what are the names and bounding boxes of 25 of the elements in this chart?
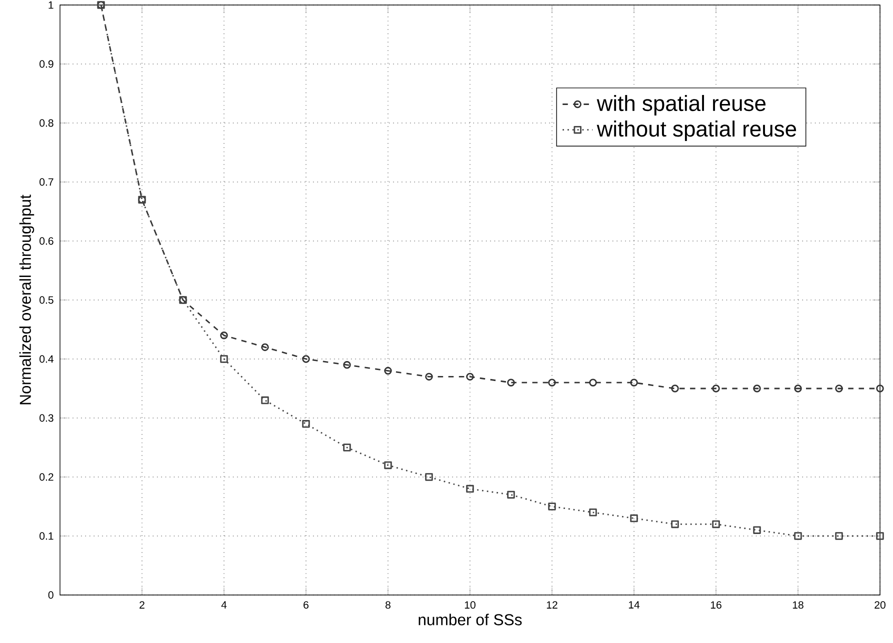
x-tick-label: 12 bbox=[546, 601, 558, 609]
y-tick-label: 0.4 bbox=[40, 355, 54, 363]
y-tick-label: 0.3 bbox=[40, 414, 54, 422]
y-tick-label: 0.2 bbox=[40, 473, 54, 481]
x-axis-title: number of SSs bbox=[418, 614, 522, 626]
x-tick-label: 16 bbox=[710, 601, 722, 609]
y-tick-label: 0.9 bbox=[40, 60, 54, 68]
y-tick-label: 0.5 bbox=[40, 296, 54, 304]
x-tick-label: 8 bbox=[386, 601, 390, 609]
y-tick-label: 0.8 bbox=[40, 119, 54, 127]
x-tick-label: 2 bbox=[140, 601, 144, 609]
y-tick-label: 1 bbox=[48, 1, 54, 9]
legend-label: with spatial reuse bbox=[596, 94, 766, 116]
y-tick-label: 0 bbox=[48, 591, 54, 599]
x-tick-label: 6 bbox=[304, 601, 308, 609]
x-tick-label: 10 bbox=[464, 601, 476, 609]
x-tick-label: 4 bbox=[221, 601, 227, 608]
x-tick-label: 14 bbox=[628, 601, 640, 608]
x-tick-label: 20 bbox=[874, 601, 886, 609]
y-axis-title: Normalized overall throughput bbox=[19, 194, 34, 404]
y-tick-label: 0.7 bbox=[40, 178, 54, 186]
y-tick-label: 0.6 bbox=[40, 237, 54, 245]
y-tick-label: 0.1 bbox=[40, 532, 54, 540]
x-tick-label: 18 bbox=[792, 601, 804, 609]
legend-label: without spatial reuse bbox=[596, 120, 796, 142]
